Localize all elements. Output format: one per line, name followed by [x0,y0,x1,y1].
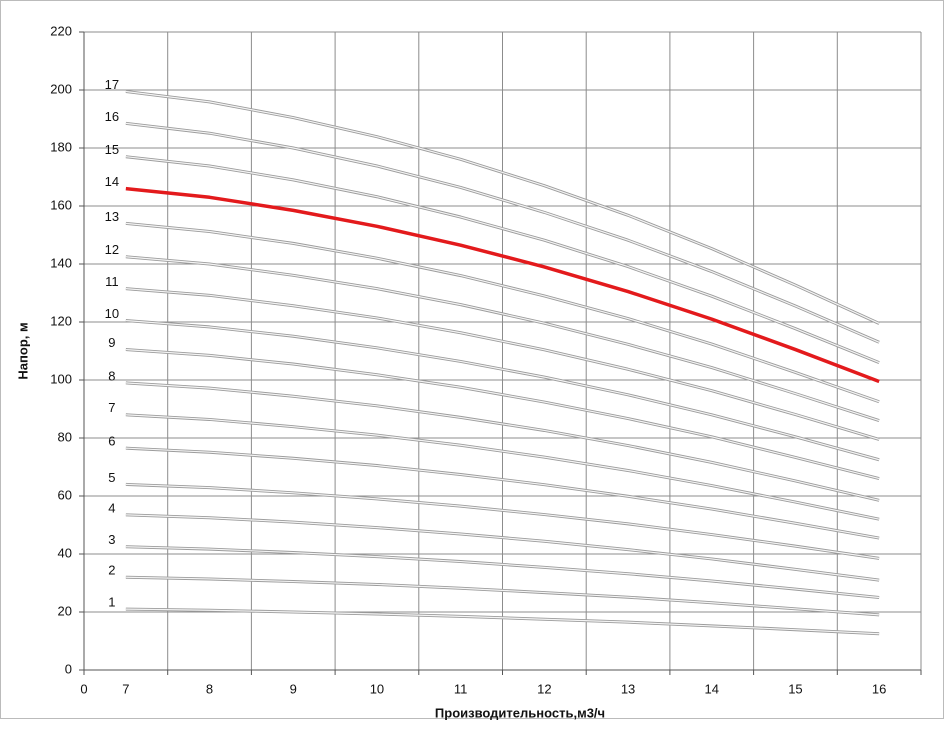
x-tick-label: 15 [788,681,802,696]
pump-curve-highlight [125,256,880,422]
curve-label: 13 [105,209,119,224]
y-tick-label: 200 [50,81,72,96]
pump-curve-highlight [125,608,880,635]
x-tick-label: 8 [206,681,213,696]
x-tick-label: 11 [454,681,468,696]
pump-curve [125,186,880,384]
x-tick-label: 9 [290,681,297,696]
curve-label: 6 [108,434,115,449]
curve-label: 7 [108,400,115,415]
curve-label: 4 [108,500,115,515]
y-tick-label: 100 [50,371,72,386]
curve-label: 15 [105,142,119,157]
x-axis-label: Производительность,м3/ч [435,705,605,720]
pump-curve-highlight [125,546,880,599]
pump-curve-highlight [125,288,880,441]
curve-label: 16 [105,109,119,124]
pump-curve-highlight [125,90,880,324]
pump-curve-highlight [125,447,880,539]
chart-frame [0,0,944,719]
y-tick-label: 160 [50,197,72,212]
y-tick-label: 180 [50,139,72,154]
x-tick-label: 0 [80,681,87,696]
y-tick-label: 20 [58,603,72,618]
curve-label: 5 [108,470,115,485]
y-tick-label: 120 [50,313,72,328]
pump-curve-highlight [125,414,880,520]
y-tick-label: 60 [58,487,72,502]
curve-label: 10 [105,306,119,321]
y-axis-label: Напор, м [15,322,30,379]
curve-label: 3 [108,532,115,547]
x-tick-label: 10 [370,681,384,696]
curve-label: 11 [105,274,119,289]
y-tick-label: 140 [50,255,72,270]
pump-curve-highlight [125,319,880,461]
curve-label: 17 [105,77,119,92]
curve-label: 12 [105,242,119,257]
pump-curve-highlight [125,382,880,501]
curve-label: 2 [108,563,115,578]
y-tick-label: 80 [58,429,72,444]
curve-label: 9 [108,335,115,350]
y-tick-label: 220 [50,23,72,38]
curve-label: 8 [108,368,115,383]
y-tick-label: 0 [65,661,72,676]
x-tick-label: 14 [705,681,719,696]
pump-curve-highlight [125,514,880,581]
curve-label: 1 [108,595,115,610]
x-tick-label: 16 [872,681,886,696]
curve-label: 14 [105,174,119,189]
pump-curve-highlight [125,122,880,343]
x-tick-label: 13 [621,681,635,696]
pump-curve-highlight [125,348,880,480]
x-tick-label: 12 [537,681,551,696]
x-tick-label: 7 [122,681,129,696]
pump-curve-highlight [125,156,880,364]
pump-curve-highlight [125,222,880,403]
y-tick-label: 40 [58,545,72,560]
pump-curve-highlight [125,483,880,559]
pump-curve-highlight [125,576,880,616]
